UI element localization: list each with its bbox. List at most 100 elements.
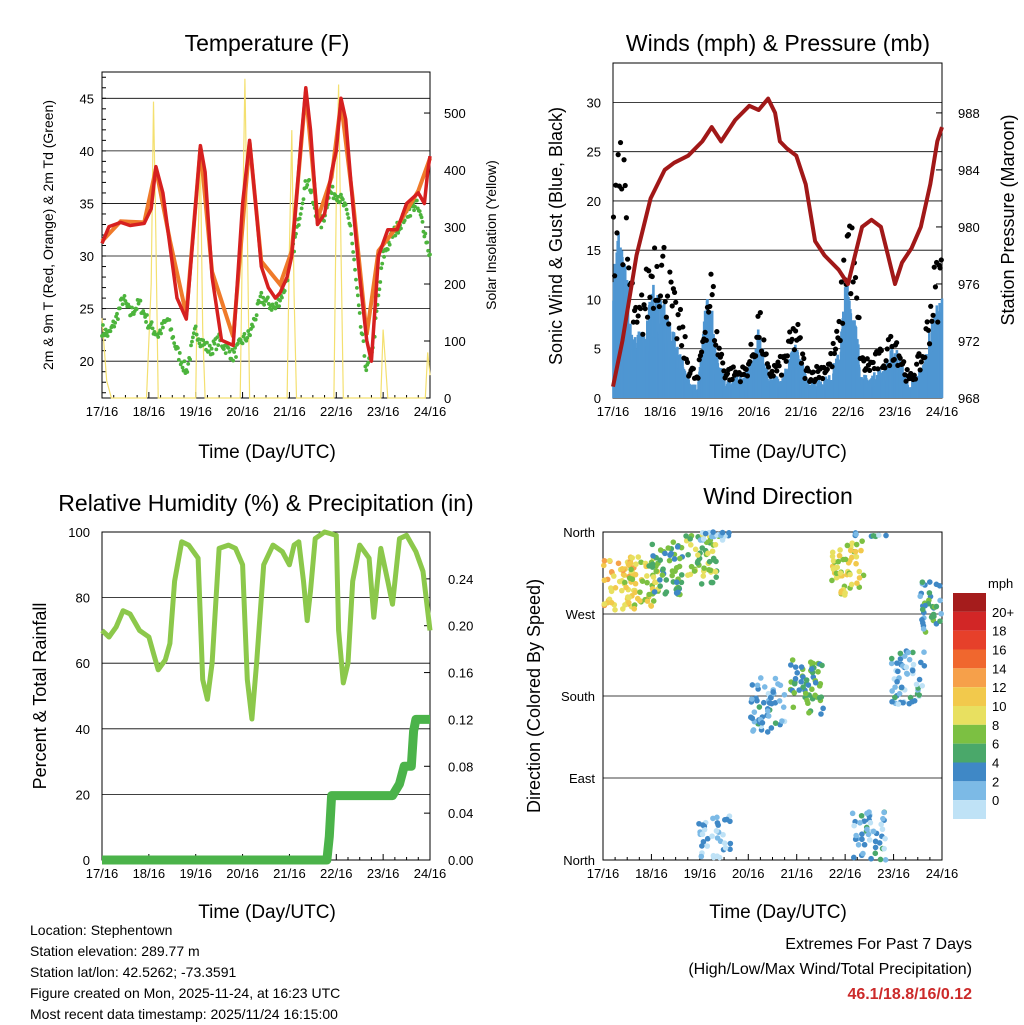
x-tick-label: 24/16 <box>414 866 447 881</box>
x-tick-label: 18/16 <box>133 404 166 419</box>
direction-point <box>853 560 859 567</box>
dewpoint-point <box>254 313 259 318</box>
direction-point <box>870 828 877 835</box>
x-tick-label: 17/16 <box>597 404 630 419</box>
dewpoint-point <box>138 298 143 303</box>
gust-point <box>669 303 675 309</box>
direction-point <box>638 559 644 566</box>
dewpoint-point <box>378 280 383 284</box>
dewpoint-point <box>351 250 356 254</box>
dewpoint-point <box>353 267 357 272</box>
gust-point <box>765 364 772 370</box>
dewpoint-point <box>336 194 341 199</box>
direction-point <box>764 708 771 714</box>
dewpoint-point <box>191 335 195 340</box>
dewpoint-point <box>265 295 270 300</box>
direction-point <box>759 720 766 726</box>
direction-point <box>709 548 716 555</box>
direction-point <box>834 564 841 571</box>
direction-point <box>706 566 712 573</box>
direction-point <box>670 539 677 545</box>
direction-point <box>829 549 836 556</box>
gust-point <box>650 305 657 311</box>
gust-point <box>646 268 652 274</box>
gust-point <box>845 232 852 238</box>
direction-point <box>933 603 940 610</box>
gust-point <box>671 289 678 295</box>
direction-point <box>625 599 632 606</box>
direction-point <box>937 618 943 624</box>
gust-point <box>914 361 920 367</box>
y2-tick-label: 300 <box>444 220 466 235</box>
direction-point <box>916 676 923 683</box>
direction-point <box>608 599 615 606</box>
direction-point <box>749 696 755 702</box>
direction-point <box>659 572 666 578</box>
gust-point <box>711 337 718 344</box>
gust-point <box>922 354 928 360</box>
direction-point <box>699 545 706 551</box>
direction-point <box>829 553 836 560</box>
direction-point <box>700 822 706 828</box>
dewpoint-point <box>303 179 308 183</box>
direction-point <box>926 590 933 596</box>
legend-label: 2 <box>992 774 999 789</box>
gust-point <box>634 319 640 325</box>
y2-tick-label: 0 <box>444 391 451 406</box>
direction-point <box>633 561 639 568</box>
dewpoint-point <box>278 298 282 303</box>
gust-point <box>798 360 805 366</box>
direction-point <box>849 554 855 561</box>
dewpoint-point <box>333 193 338 198</box>
gust-point <box>784 353 790 359</box>
gust-point <box>714 329 720 335</box>
dewpoint-point <box>379 266 384 271</box>
legend-label: 18 <box>992 624 1006 639</box>
direction-point <box>866 837 873 843</box>
direction-point <box>816 695 823 701</box>
direction-point <box>709 579 716 586</box>
direction-point <box>695 552 701 558</box>
gust-point <box>649 273 655 280</box>
direction-point <box>727 840 734 847</box>
direction-point <box>635 554 642 560</box>
direction-point <box>889 688 895 694</box>
gust-point <box>783 358 789 364</box>
gust-point <box>664 293 671 299</box>
dewpoint-point <box>231 358 236 363</box>
legend-swatch <box>953 611 986 631</box>
gust-point <box>938 257 944 263</box>
legend-swatch <box>953 781 986 801</box>
direction-point <box>812 692 818 699</box>
dewpoint-point <box>103 327 108 332</box>
direction-point <box>698 853 705 860</box>
direction-point <box>859 538 865 544</box>
y2-tick-label: 500 <box>444 106 466 121</box>
temperature-title: Temperature (F) <box>185 30 350 56</box>
direction-point <box>796 687 803 693</box>
gust-point <box>656 303 662 310</box>
dewpoint-point <box>227 349 232 354</box>
gust-point <box>755 313 761 319</box>
dewpoint-point <box>172 341 177 345</box>
y-tick-label: 20 <box>587 194 601 209</box>
dewpoint-point <box>176 346 180 350</box>
dewpoint-point <box>352 257 356 262</box>
gust-point <box>668 279 674 285</box>
dewpoint-point <box>193 324 198 329</box>
gust-point <box>679 342 685 349</box>
gust-point <box>917 367 923 373</box>
pressure-line <box>611 96 944 388</box>
dewpoint-point <box>307 177 312 182</box>
gust-point <box>748 341 754 347</box>
direction-point <box>818 711 824 717</box>
direction-point <box>648 603 655 609</box>
direction-point <box>644 579 650 586</box>
gust-point <box>614 230 620 236</box>
direction-point <box>615 560 622 567</box>
direction-point <box>692 546 699 553</box>
direction-point <box>700 573 707 579</box>
gust-point <box>756 334 762 341</box>
dewpoint-point <box>387 242 392 247</box>
direction-point <box>671 556 678 562</box>
